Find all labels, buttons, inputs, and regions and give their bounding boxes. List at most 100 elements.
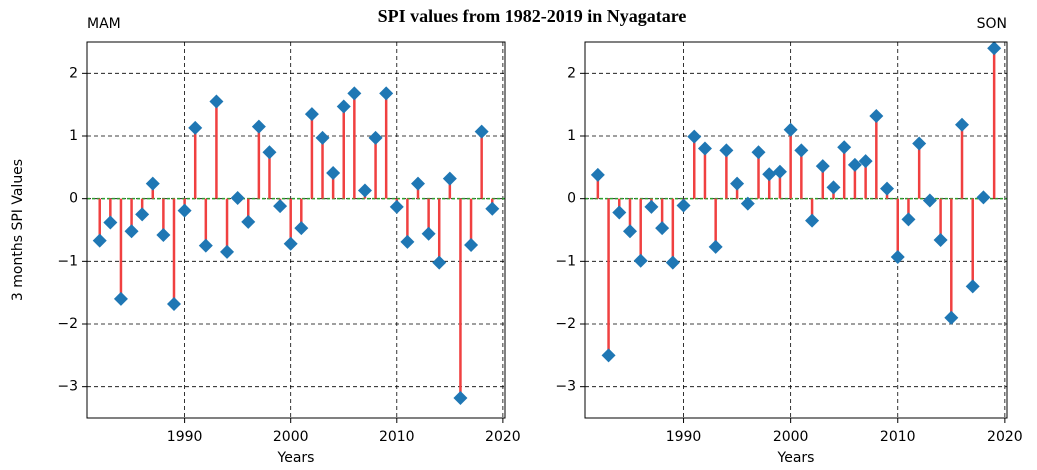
marker: [944, 310, 959, 325]
marker: [251, 119, 266, 134]
marker: [135, 207, 150, 222]
marker: [633, 253, 648, 268]
marker: [815, 159, 830, 174]
marker: [124, 224, 139, 239]
panel: −3 −2 −1 0 1 2 1990 2000 2010 2020 SON Years: [555, 16, 1022, 466]
x-tick-label: 1990: [666, 429, 702, 445]
marker: [772, 164, 787, 179]
panel: −3 −2 −1 0 1 2 1990 2000 2010 2020 MAM Years 3 month…: [10, 16, 521, 466]
marker: [113, 291, 128, 306]
marker: [92, 233, 107, 248]
marker: [794, 143, 809, 158]
marker: [612, 205, 627, 220]
marker: [453, 390, 468, 405]
marker: [708, 239, 723, 254]
marker: [166, 296, 181, 311]
marker: [858, 154, 873, 169]
marker: [220, 244, 235, 259]
marker: [294, 221, 309, 236]
marker: [347, 86, 362, 101]
marker: [869, 108, 884, 123]
marker: [411, 176, 426, 191]
marker: [676, 198, 691, 213]
marker: [485, 201, 500, 216]
x-tick-label: 1990: [167, 429, 203, 445]
marker: [837, 140, 852, 155]
marker: [622, 224, 637, 239]
y-tick-label: −1: [57, 253, 78, 269]
y-tick-label: −1: [555, 253, 576, 269]
marker: [697, 141, 712, 156]
marker: [762, 167, 777, 182]
marker: [890, 249, 905, 264]
y-tick-label: 0: [567, 191, 576, 207]
marker: [336, 99, 351, 114]
marker: [901, 212, 916, 227]
marker: [326, 165, 341, 180]
y-tick-label: −3: [555, 379, 576, 395]
marker: [262, 145, 277, 160]
marker: [644, 199, 659, 214]
x-axis-label: Years: [777, 450, 815, 466]
y-tick-label: 2: [567, 65, 576, 81]
marker: [209, 94, 224, 109]
marker: [719, 143, 734, 158]
marker: [230, 191, 245, 206]
panel-title: SON: [977, 16, 1007, 32]
marker: [976, 190, 991, 205]
x-tick-label: 2000: [273, 429, 309, 445]
marker: [389, 199, 404, 214]
marker: [304, 107, 319, 122]
y-tick-label: 0: [69, 191, 78, 207]
marker: [145, 176, 160, 191]
marker: [730, 176, 745, 191]
marker: [847, 157, 862, 172]
marker: [601, 348, 616, 363]
marker: [880, 181, 895, 196]
marker: [933, 233, 948, 248]
marker: [965, 279, 980, 294]
y-tick-label: 2: [69, 65, 78, 81]
marker: [432, 255, 447, 270]
marker: [368, 130, 383, 145]
marker: [955, 117, 970, 132]
marker: [241, 214, 256, 229]
marker: [912, 136, 927, 151]
y-tick-label: −2: [555, 316, 576, 332]
marker: [665, 255, 680, 270]
marker: [805, 213, 820, 228]
y-tick-label: 1: [69, 128, 78, 144]
marker: [421, 226, 436, 241]
x-tick-label: 2020: [485, 429, 521, 445]
marker: [922, 193, 937, 208]
y-tick-label: −3: [57, 379, 78, 395]
marker: [655, 221, 670, 236]
marker: [400, 234, 415, 249]
x-tick-label: 2020: [987, 429, 1023, 445]
marker: [442, 171, 457, 186]
x-tick-label: 2010: [880, 429, 916, 445]
x-axis-label: Years: [277, 450, 315, 466]
marker: [315, 130, 330, 145]
marker: [740, 196, 755, 211]
marker: [826, 180, 841, 195]
y-tick-label: −2: [57, 316, 78, 332]
marker: [687, 129, 702, 144]
marker: [464, 238, 479, 253]
axes-frame: [86, 41, 506, 419]
marker: [474, 124, 489, 139]
marker: [103, 215, 118, 230]
figure-title: SPI values from 1982-2019 in Nyagatare: [378, 6, 687, 26]
y-axis-label: 3 months SPI Values: [10, 159, 26, 301]
panel-title: MAM: [87, 16, 121, 32]
marker: [987, 41, 1002, 56]
marker: [783, 122, 798, 137]
axes-frame: [584, 41, 1008, 419]
marker: [188, 120, 203, 135]
x-tick-label: 2000: [773, 429, 809, 445]
marker: [198, 238, 213, 253]
marker: [751, 145, 766, 160]
marker: [177, 203, 192, 218]
